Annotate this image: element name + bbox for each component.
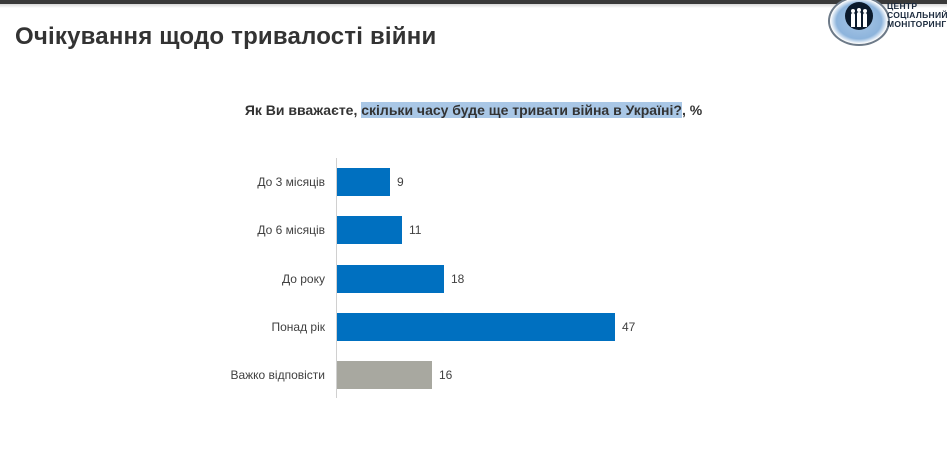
top-bar-shadow bbox=[0, 4, 947, 8]
logo: ЦЕНТР СОЦІАЛЬНИЙ МОНІТОРИНГ bbox=[828, 0, 947, 46]
value-label: 16 bbox=[439, 368, 453, 382]
value-label: 9 bbox=[397, 175, 404, 189]
top-bar bbox=[0, 0, 947, 4]
chart-title: Як Ви вважаєте, скільки часу буде ще три… bbox=[0, 102, 947, 118]
bar-row: До 3 місяців 9 bbox=[0, 168, 947, 196]
value-label: 11 bbox=[409, 223, 422, 237]
category-label: До року bbox=[281, 272, 325, 286]
page-title: Очікування щодо тривалості війни bbox=[15, 23, 437, 50]
logo-line-3: МОНІТОРИНГ bbox=[887, 19, 947, 29]
chart-title-highlight: скільки часу буде ще тривати війна в Укр… bbox=[361, 102, 682, 118]
bar bbox=[337, 361, 432, 389]
category-label: До 3 місяців bbox=[257, 175, 325, 189]
bar-row: Важко відповісти 16 bbox=[0, 361, 947, 389]
bar-row: До 6 місяців 11 bbox=[0, 216, 947, 244]
category-label: Понад рік bbox=[271, 320, 325, 334]
value-label: 47 bbox=[622, 320, 636, 334]
category-label: До 6 місяців bbox=[257, 223, 325, 237]
chart-title-suffix: , % bbox=[681, 102, 703, 118]
bar bbox=[337, 313, 615, 341]
category-label: Важко відповісти bbox=[230, 368, 325, 382]
bar bbox=[337, 265, 444, 293]
logo-line-2: СОЦІАЛЬНИЙ bbox=[887, 10, 947, 20]
category-axis bbox=[336, 158, 337, 398]
bar-row: Понад рік 47 bbox=[0, 313, 947, 341]
bar-row: До року 18 bbox=[0, 265, 947, 293]
people-circle-icon bbox=[845, 2, 873, 30]
logo-line-1: ЦЕНТР bbox=[887, 1, 918, 11]
bar bbox=[337, 216, 402, 244]
value-label: 18 bbox=[451, 272, 465, 286]
chart-title-prefix: Як Ви вважаєте, bbox=[244, 102, 362, 118]
bar bbox=[337, 168, 390, 196]
logo-text: ЦЕНТР СОЦІАЛЬНИЙ МОНІТОРИНГ bbox=[887, 2, 947, 29]
